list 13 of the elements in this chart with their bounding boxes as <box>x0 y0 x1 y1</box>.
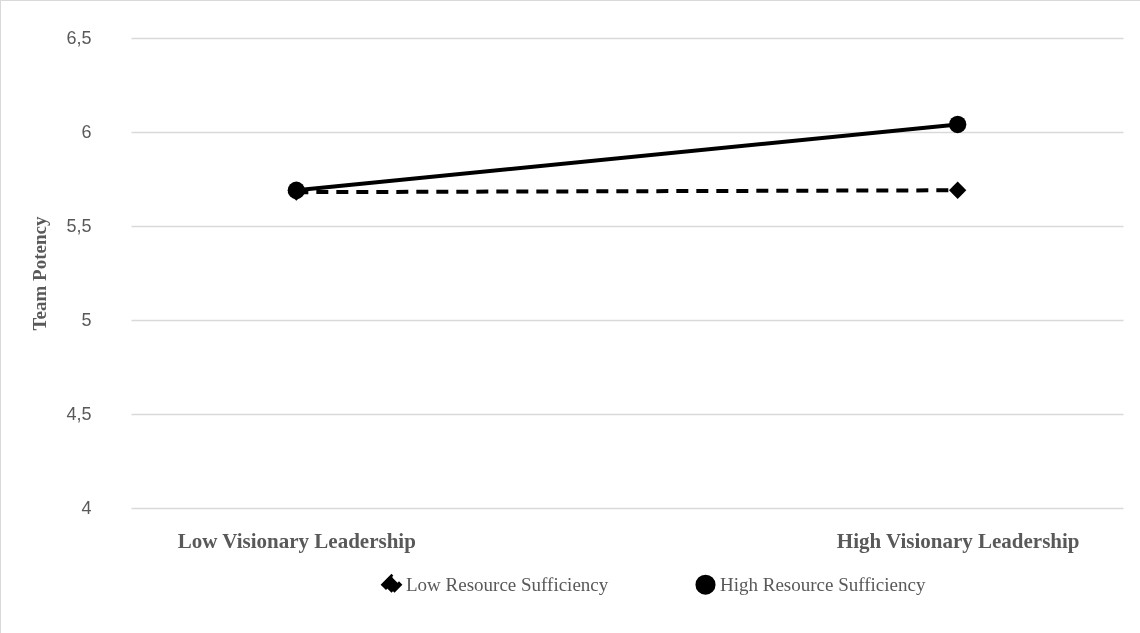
y-tick-label: 5 <box>81 309 92 330</box>
y-tick-label: 6,5 <box>66 27 92 48</box>
y-axis-title: Team Potency <box>29 216 51 331</box>
legend-label: Low Resource Sufficiency <box>406 573 609 595</box>
point <box>949 115 967 134</box>
legend-label: High Resource Sufficiency <box>720 573 926 595</box>
x-tick-label: High Visionary Leadership <box>836 528 1080 553</box>
y-tick-label: 5,5 <box>66 215 92 236</box>
y-tick-label: 4 <box>81 497 92 518</box>
y-tick-label: 6 <box>81 121 92 142</box>
x-tick-label: Low Visionary Leadership <box>177 528 416 553</box>
y-tick-label: 4,5 <box>66 403 92 424</box>
point <box>949 181 967 199</box>
